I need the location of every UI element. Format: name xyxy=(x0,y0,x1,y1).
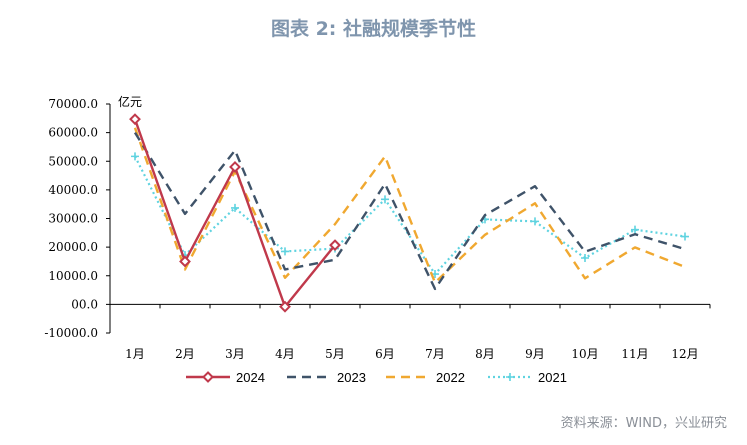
series-lines xyxy=(129,113,689,313)
legend-item-2023: 2023 xyxy=(287,370,366,385)
x-tick-label: 6月 xyxy=(375,347,395,361)
x-tick-label: 11月 xyxy=(621,347,648,361)
x-tick-label: 10月 xyxy=(571,347,598,361)
y-tick-label: 70000.0 xyxy=(48,97,98,111)
legend-item-2022: 2022 xyxy=(386,370,465,385)
series-line-2022 xyxy=(133,127,686,284)
series-2022 xyxy=(133,127,686,284)
x-tick-label: 9月 xyxy=(525,347,545,361)
y-tick-label: 30000.0 xyxy=(48,212,98,226)
data-point xyxy=(131,152,139,161)
data-point xyxy=(279,300,291,313)
x-tick-label: 8月 xyxy=(475,347,495,361)
legend-item-2024: 2024 xyxy=(186,370,265,385)
data-point xyxy=(631,225,639,234)
data-point xyxy=(681,232,689,241)
series-line-2021 xyxy=(134,155,686,276)
legend-marker xyxy=(506,373,514,381)
data-point xyxy=(329,239,341,252)
y-tick-label: 10000.0 xyxy=(48,269,98,283)
y-tick-label: 20000.0 xyxy=(48,240,98,254)
y-tick-label: -10000.0 xyxy=(44,326,98,340)
data-point xyxy=(129,113,141,126)
y-unit-label: 亿元 xyxy=(118,94,142,109)
x-tick-label: 2月 xyxy=(175,347,195,361)
y-tick-label: 60000.0 xyxy=(48,126,98,140)
y-tick-label: 00.0 xyxy=(71,297,98,311)
x-axis: 1月 2月 3月 4月 5月 6月 7月 8月 9月 10月 11月 12月 xyxy=(109,303,711,361)
x-tick-label: 1月 xyxy=(125,347,145,361)
data-point xyxy=(381,195,389,204)
series-2021 xyxy=(131,152,689,279)
series-2024 xyxy=(129,113,341,313)
legend: 2024 2023 2022 2021 xyxy=(186,370,567,385)
data-point xyxy=(179,255,191,268)
x-tick-label: 5月 xyxy=(325,347,345,361)
series-line-2023 xyxy=(133,131,686,291)
x-tick-label: 3月 xyxy=(225,347,245,361)
x-tick-label: 4月 xyxy=(275,347,295,361)
data-point xyxy=(531,217,539,226)
legend-item-2021: 2021 xyxy=(488,370,567,385)
legend-label: 2023 xyxy=(337,370,366,385)
y-tick-label: 50000.0 xyxy=(48,154,98,168)
chart-title: 图表 2: 社融规模季节性 xyxy=(270,18,477,40)
series-2023 xyxy=(133,131,686,291)
legend-marker xyxy=(202,371,214,383)
x-tick-label: 7月 xyxy=(425,347,445,361)
legend-label: 2021 xyxy=(538,370,567,385)
x-tick-label: 12月 xyxy=(671,347,698,361)
data-point xyxy=(231,203,239,212)
data-point xyxy=(281,247,289,256)
y-axis: 70000.0 60000.0 50000.0 40000.0 30000.0 20000… xyxy=(44,97,111,340)
legend-label: 2022 xyxy=(436,370,465,385)
y-tick-label: 40000.0 xyxy=(48,183,98,197)
data-point xyxy=(581,254,589,263)
source-note: 资料来源：WIND，兴业研究 xyxy=(560,416,727,431)
legend-label: 2024 xyxy=(236,370,265,385)
data-point xyxy=(229,161,241,173)
